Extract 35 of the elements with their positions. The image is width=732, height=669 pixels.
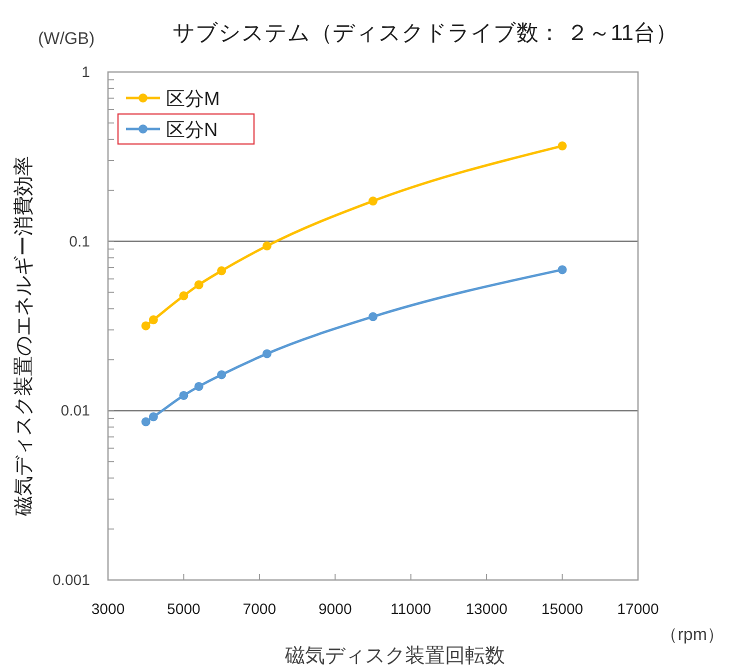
- chart-title: サブシステム（ディスクドライブ数： ２～11台）: [172, 20, 678, 45]
- x-axis-title: 磁気ディスク装置回転数: [284, 645, 505, 667]
- point: [194, 382, 204, 391]
- legend-label: 区分M: [166, 89, 220, 110]
- x-tick-label: 11000: [390, 601, 432, 618]
- x-tick-label: 17000: [617, 601, 659, 618]
- legend-label: 区分N: [166, 120, 218, 141]
- x-tick-label: 7000: [242, 601, 276, 618]
- x-tick-label: 15000: [541, 601, 584, 618]
- point: [217, 266, 226, 276]
- point: [148, 412, 158, 422]
- point: [217, 370, 226, 380]
- y-tick-label: 0.1: [69, 233, 90, 250]
- x-tick-label: 9000: [318, 601, 352, 618]
- point: [262, 241, 272, 250]
- y-tick-label: 1: [82, 64, 90, 81]
- point: [558, 265, 567, 274]
- y-tick-label: 0.01: [60, 402, 90, 420]
- point: [262, 349, 272, 358]
- point: [179, 390, 188, 400]
- point: [194, 280, 204, 290]
- point: [148, 315, 158, 324]
- point: [368, 196, 378, 206]
- x-tick-label: 13000: [466, 601, 508, 618]
- point: [141, 417, 150, 426]
- point: [368, 312, 378, 322]
- point: [179, 291, 188, 300]
- point: [141, 321, 150, 330]
- text: （rpm）: [660, 625, 724, 644]
- y-tick-label: 0.001: [52, 572, 90, 589]
- point: [558, 141, 567, 150]
- x-tick-label: 3000: [91, 601, 125, 618]
- text: (W/GB): [38, 29, 95, 48]
- y-axis-title: 磁気ディスク装置のエネルギー消費効率: [13, 156, 35, 517]
- x-tick-label: 5000: [167, 601, 200, 618]
